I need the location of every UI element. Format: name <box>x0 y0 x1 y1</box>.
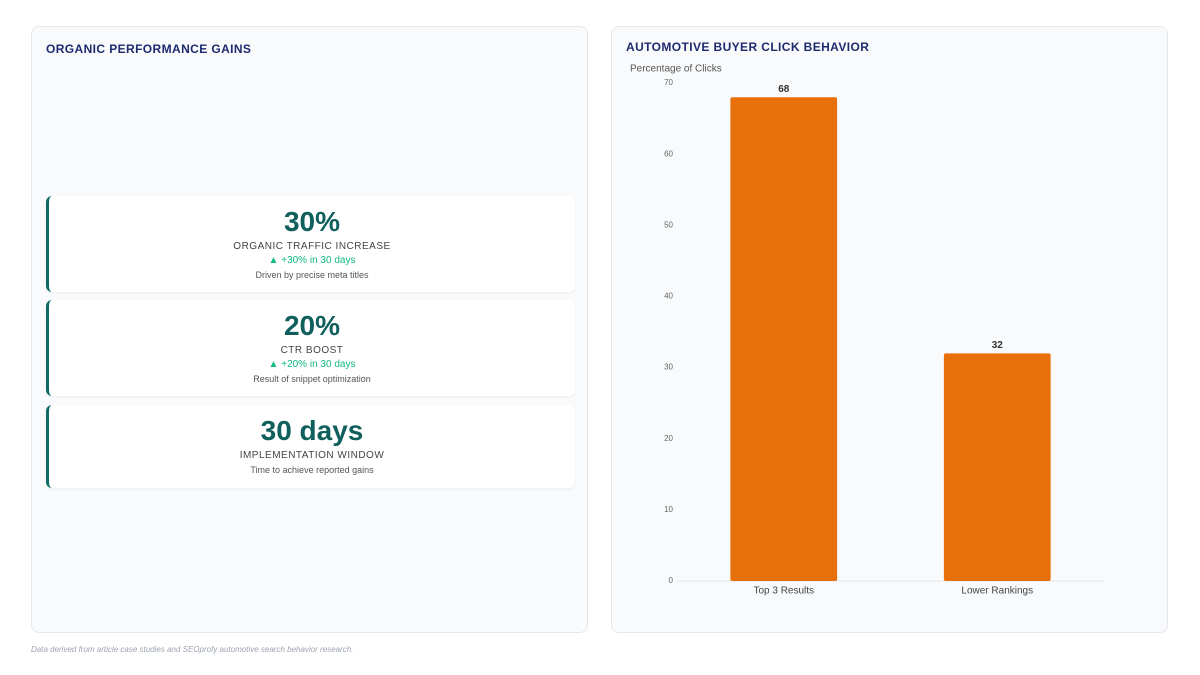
chart-title: AUTOMOTIVE BUYER CLICK BEHAVIOR <box>626 40 869 54</box>
y-tick-label: 40 <box>664 292 673 301</box>
kpi-card: 30% ORGANIC TRAFFIC INCREASE ▲ +30% in 3… <box>46 196 575 292</box>
kpi-note: Result of snippet optimization <box>253 374 371 384</box>
x-tick-label: Lower Rankings <box>961 586 1033 597</box>
panel-title: ORGANIC PERFORMANCE GAINS <box>46 42 252 56</box>
kpi-label: IMPLEMENTATION WINDOW <box>239 450 385 461</box>
y-tick-label: 70 <box>664 78 673 87</box>
value-label: 68 <box>778 84 790 95</box>
kpi-card: 20% CTR BOOST ▲ +20% in 30 days Result o… <box>46 300 575 396</box>
bar <box>943 353 1051 581</box>
y-axis-label: Percentage of Clicks <box>630 64 722 75</box>
value-label: 32 <box>992 340 1004 351</box>
footer: Data derived from article case studies a… <box>31 645 354 654</box>
kpi-label: CTR BOOST <box>280 345 344 356</box>
kpi-card: 30 days IMPLEMENTATION WINDOW Time to ac… <box>46 405 575 488</box>
kpi-note: Time to achieve reported gains <box>250 465 374 475</box>
y-tick-label: 30 <box>664 363 673 372</box>
kpi-value: 20% <box>283 310 341 341</box>
chart-panel: AUTOMOTIVE BUYER CLICK BEHAVIOR Percenta… <box>611 26 1168 633</box>
kpi-label: ORGANIC TRAFFIC INCREASE <box>233 241 391 252</box>
y-tick-label: 60 <box>664 149 673 158</box>
kpi-change: ▲ +30% in 30 days <box>268 255 356 266</box>
chart: AUTOMOTIVE BUYER CLICK BEHAVIOR Percenta… <box>626 40 1104 597</box>
kpi-panel: ORGANIC PERFORMANCE GAINS 30% ORGANIC TR… <box>31 26 588 633</box>
kpi-change: ▲ +20% in 30 days <box>268 359 356 370</box>
y-tick-label: 10 <box>664 505 673 514</box>
kpi-value: 30% <box>283 206 341 237</box>
y-tick-label: 0 <box>669 576 674 585</box>
bar <box>730 97 838 581</box>
x-tick-label: Top 3 Results <box>753 586 814 597</box>
y-tick-label: 20 <box>664 434 673 443</box>
kpi-value: 30 days <box>260 415 364 446</box>
y-tick-label: 50 <box>664 220 673 229</box>
kpi-note: Driven by precise meta titles <box>255 270 369 280</box>
